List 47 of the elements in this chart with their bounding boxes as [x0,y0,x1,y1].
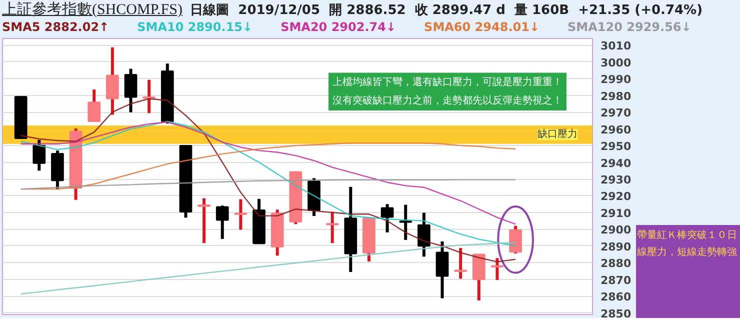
candlestick [418,212,430,257]
candlestick [32,140,46,171]
y-tick-label: 2850 [600,307,632,320]
y-tick-label: 2940 [600,156,632,170]
text: 帶量紅Ｋ棒突破１０日 [637,230,737,241]
chart-title: 上証參考指數(SHCOMP.FS) [2,2,182,18]
candlestick [490,258,504,280]
line-series [20,179,516,190]
text: SMA5 2882.02↑ [2,20,110,34]
text: SMA120 2929.56↓ [568,20,692,34]
text: SMA60 2948.01↓ [424,20,540,34]
candlestick [142,80,156,114]
candlestick [326,212,339,244]
annotation: 上檔均線皆下彎，還有缺口壓力，可說是壓力重重！ [332,76,562,88]
y-tick-label: 2990 [600,73,632,86]
candlestick [88,90,101,122]
candlestick [380,204,394,232]
y-tick-label: 2900 [600,224,632,237]
annotation: 沒有突破缺口壓力之前，走勢都先以反彈走勢視之！ [332,94,562,106]
y-tick-label: 2980 [600,90,632,103]
candlestick [399,204,412,240]
y-tick-label: 2930 [600,174,632,187]
y-tick-label: 2890 [600,240,632,254]
y-tick-label: 2970 [600,106,632,120]
candlestick [198,198,210,244]
text: SMA20 2902.74↓ [280,20,396,34]
text: 線壓力，短線走勢轉強 [637,247,737,258]
line-series [20,122,516,225]
band-label: 缺口壓力 [538,128,578,140]
y-tick-label: 3000 [600,56,632,70]
candlestick [216,206,229,239]
y-tick-label: 2880 [600,257,632,270]
y-tick-label: 3010 [600,40,632,53]
candlestick [124,68,138,112]
y-tick-label: 2860 [600,290,632,304]
y-tick-label: 2920 [600,190,632,204]
candlestick [106,47,119,115]
y-tick-label: 2870 [600,274,632,287]
y-tick-label: 2950 [600,140,632,154]
chart-subtitle: 日線圖 2019/12/05 開 2886.52 收 2899.47 d 量 160B +21.35 (+0.74%) [190,3,703,18]
candlestick [509,226,522,254]
candlestick [436,241,449,298]
candlestick [454,248,468,279]
y-tick-label: 2910 [600,206,632,220]
candlestick [234,199,248,230]
text: SMA10 2890.15↓ [137,20,253,34]
y-tick-label: 2960 [600,123,632,136]
